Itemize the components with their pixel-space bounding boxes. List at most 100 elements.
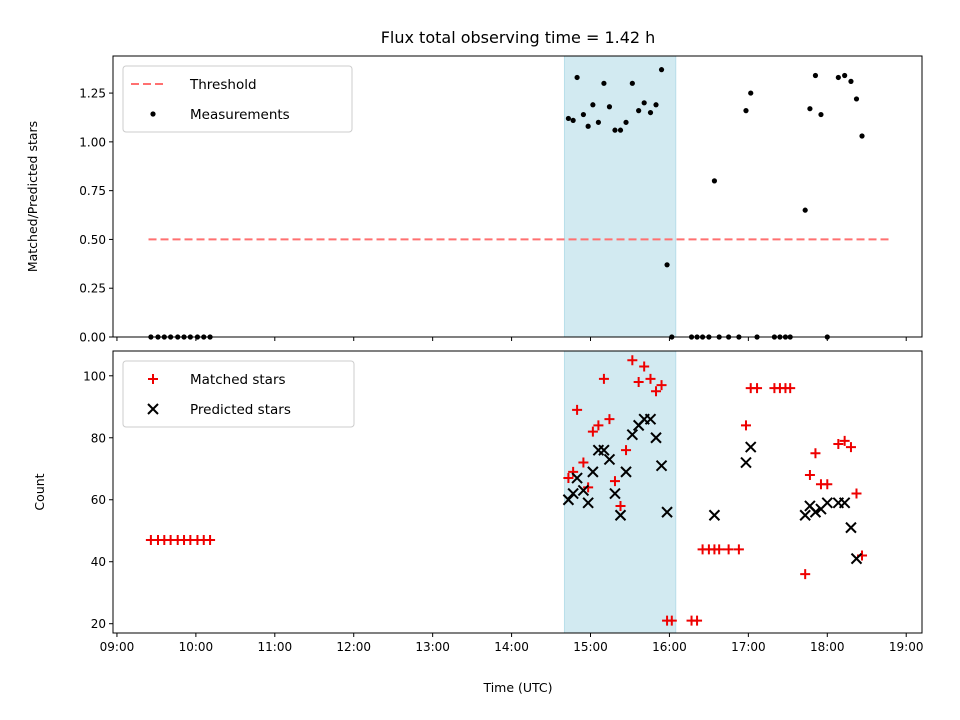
data-point xyxy=(800,569,811,580)
data-point xyxy=(572,404,583,415)
data-point xyxy=(838,497,851,509)
data-point xyxy=(723,544,734,555)
x-tick-label: 09:00 xyxy=(100,640,135,654)
data-point xyxy=(578,457,589,468)
data-point xyxy=(664,262,670,268)
data-point xyxy=(587,466,599,478)
data-point xyxy=(571,472,583,484)
legend-marker xyxy=(148,374,158,384)
data-point xyxy=(612,127,618,133)
data-point xyxy=(615,500,626,511)
chart-title: Flux total observing time = 1.42 h xyxy=(381,28,656,47)
data-point xyxy=(752,383,763,394)
y-tick-label: 40 xyxy=(91,555,106,569)
data-point xyxy=(645,373,656,384)
data-point xyxy=(785,383,796,394)
data-point xyxy=(810,448,821,459)
data-point xyxy=(562,494,575,506)
data-point xyxy=(809,506,822,518)
x-tick-label: 13:00 xyxy=(415,640,450,654)
data-point xyxy=(799,509,811,521)
data-point xyxy=(606,104,613,110)
data-point xyxy=(650,432,662,444)
legend-box xyxy=(122,65,353,133)
data-point xyxy=(609,476,620,487)
data-point xyxy=(647,109,654,116)
data-point xyxy=(653,102,659,108)
data-point xyxy=(839,435,850,446)
data-point xyxy=(845,442,856,453)
data-point xyxy=(574,74,580,81)
axes-frame xyxy=(112,55,923,338)
data-point xyxy=(583,482,594,493)
data-point xyxy=(692,615,703,626)
y-tick-label: 1.25 xyxy=(79,87,106,101)
data-point xyxy=(577,484,590,497)
data-point xyxy=(633,376,644,387)
data-point xyxy=(848,78,854,84)
data-point xyxy=(859,133,865,139)
data-point xyxy=(661,506,673,518)
data-point xyxy=(621,445,632,456)
y-tick-label: 1.00 xyxy=(79,135,106,149)
data-point xyxy=(620,466,632,478)
panel-ratio: 0.00 0.25 0.50 0.75 1.00 1.25 Matched/Predicte… xyxy=(25,55,923,345)
data-point xyxy=(658,67,665,73)
legend: Matched stars Predicted stars xyxy=(122,360,355,428)
data-point xyxy=(627,355,638,366)
data-point xyxy=(833,438,844,449)
x-tick-label: 19:00 xyxy=(889,640,924,654)
y-tick-label: 0.75 xyxy=(79,184,106,198)
y-tick-label: 0.50 xyxy=(79,233,106,247)
data-point xyxy=(821,497,833,509)
panel-count: 20 40 60 80 100 09:00 10:00 11:00 12:00 13:00 14:0… xyxy=(32,350,924,654)
y-tick-label: 60 xyxy=(91,493,106,507)
x-axis-label: Time (UTC) xyxy=(482,680,552,695)
legend-box xyxy=(122,360,355,428)
series-predicted-stars xyxy=(562,413,863,565)
data-point xyxy=(740,456,752,469)
data-point xyxy=(587,426,598,437)
axes-frame xyxy=(112,350,923,634)
data-point xyxy=(593,420,604,431)
x-tick-label: 12:00 xyxy=(336,640,371,654)
data-point xyxy=(812,72,819,79)
data-point xyxy=(636,108,642,114)
y-tick-label: 0.25 xyxy=(79,282,106,296)
data-point xyxy=(582,497,594,509)
data-point xyxy=(842,72,848,79)
legend: Threshold Measurements xyxy=(122,65,353,133)
data-point xyxy=(205,535,216,546)
data-point xyxy=(711,178,718,184)
data-point xyxy=(807,106,813,112)
data-point xyxy=(802,207,808,213)
data-point xyxy=(603,453,616,466)
data-point xyxy=(580,111,587,118)
data-point xyxy=(743,108,749,114)
data-point xyxy=(563,473,574,484)
data-point xyxy=(804,469,815,480)
data-point xyxy=(740,420,751,431)
data-point xyxy=(604,414,615,425)
data-point xyxy=(598,444,610,456)
data-point xyxy=(845,521,857,534)
data-point xyxy=(651,386,662,397)
data-point xyxy=(822,479,833,490)
series-matched-stars xyxy=(145,355,868,626)
data-point xyxy=(714,544,725,555)
x-tick-label: 18:00 xyxy=(810,640,845,654)
data-point xyxy=(609,487,621,500)
data-point xyxy=(851,488,862,499)
data-point xyxy=(595,119,602,125)
y-tick-label: 80 xyxy=(91,431,106,445)
x-tick-label: 15:00 xyxy=(573,640,608,654)
legend-label: Threshold xyxy=(189,77,257,93)
data-point xyxy=(708,509,721,521)
x-tick-label: 16:00 xyxy=(652,640,687,654)
data-point xyxy=(655,459,668,472)
data-point xyxy=(623,119,629,125)
legend-marker xyxy=(150,111,156,117)
data-point xyxy=(666,615,677,626)
y-tick-label: 20 xyxy=(91,617,106,631)
